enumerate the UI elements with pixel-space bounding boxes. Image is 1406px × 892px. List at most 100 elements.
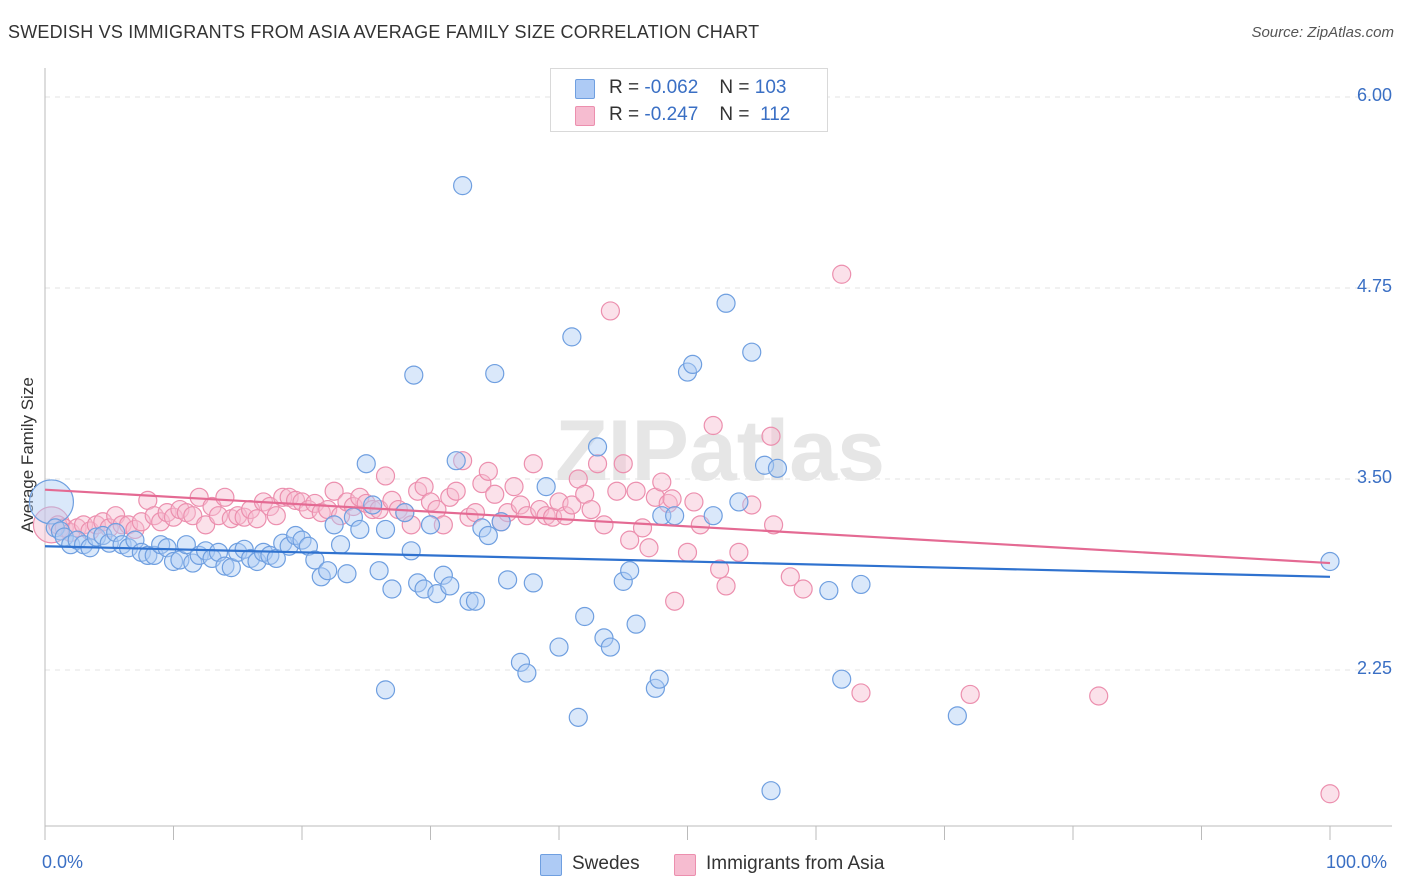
correlation-legend: R = -0.062 N = 103 R = -0.247 N = 112 bbox=[550, 68, 828, 132]
swedes-point-80 bbox=[568, 707, 588, 727]
swedes-point-55 bbox=[382, 579, 402, 599]
swedes-point-70 bbox=[478, 525, 498, 546]
immigrants-point-64 bbox=[453, 451, 473, 471]
legend-r-value: -0.247 bbox=[644, 104, 699, 125]
swedes-point-93 bbox=[683, 354, 703, 374]
immigrants-point-56 bbox=[401, 515, 421, 535]
swedes-point-91 bbox=[665, 506, 685, 526]
swedes-point-56 bbox=[395, 503, 415, 523]
immigrants-point-77 bbox=[536, 506, 556, 526]
swedes-point-102 bbox=[832, 669, 852, 689]
swedes-point-57 bbox=[401, 541, 421, 561]
swedes-point-100 bbox=[767, 458, 788, 478]
swedes-point-97 bbox=[742, 342, 762, 362]
legend-r-label: R = bbox=[609, 104, 640, 125]
series-swedes-points bbox=[28, 176, 1340, 801]
swedes-point-72 bbox=[491, 512, 511, 532]
swedes-point-51 bbox=[363, 495, 383, 515]
bottom-legend-swatch-immigrants bbox=[674, 854, 696, 876]
x-tick-label-max: 100.0% bbox=[1326, 852, 1388, 872]
immigrants-point-44 bbox=[324, 481, 344, 501]
immigrants-point-91 bbox=[626, 481, 646, 501]
immigrants-point-19 bbox=[163, 507, 184, 527]
swedes-point-74 bbox=[510, 652, 531, 672]
swedes-point-64 bbox=[440, 576, 460, 596]
legend-n-label: N = bbox=[719, 104, 750, 125]
immigrants-point-13 bbox=[125, 519, 145, 540]
y-tick-label-0: 2.25 bbox=[1356, 658, 1392, 678]
immigrants-point-108 bbox=[763, 515, 784, 535]
immigrants-point-86 bbox=[594, 515, 614, 535]
swedes-point-28 bbox=[215, 556, 235, 576]
swedes-point-61 bbox=[420, 515, 441, 535]
immigrants-point-93 bbox=[639, 538, 659, 558]
swedes-point-44 bbox=[318, 561, 338, 581]
legend-n-value: 103 bbox=[754, 77, 787, 98]
immigrants-point-88 bbox=[607, 481, 627, 501]
swedes-point-16 bbox=[138, 545, 158, 566]
swedes-point-68 bbox=[465, 591, 486, 611]
swedes-point-84 bbox=[600, 637, 621, 657]
swedes-point-94 bbox=[703, 506, 723, 526]
immigrants-point-102 bbox=[703, 415, 723, 436]
immigrants-point-85 bbox=[587, 454, 608, 474]
immigrants-point-75 bbox=[523, 454, 543, 474]
legend-n-value: 112 bbox=[760, 104, 791, 125]
series-immigrants-points bbox=[32, 264, 1340, 804]
immigrants-point-111 bbox=[832, 264, 852, 284]
swedes-point-46 bbox=[330, 535, 351, 555]
immigrants-point-32 bbox=[247, 509, 267, 529]
swedes-point-73 bbox=[498, 570, 518, 590]
swedes-point-49 bbox=[350, 519, 370, 540]
swedes-point-78 bbox=[549, 637, 569, 657]
legend-swatch-immigrants bbox=[575, 106, 595, 126]
swedes-point-45 bbox=[324, 515, 344, 535]
x-tick-label-min: 0.0% bbox=[42, 852, 84, 872]
swedes-point-101 bbox=[819, 580, 839, 601]
immigrants-point-107 bbox=[761, 426, 781, 446]
swedes-point-85 bbox=[613, 571, 633, 591]
immigrants-point-68 bbox=[478, 461, 498, 481]
swedes-point-65 bbox=[446, 451, 466, 471]
swedes-point-96 bbox=[729, 492, 749, 512]
swedes-point-0 bbox=[28, 479, 75, 525]
swedes-point-105 bbox=[1320, 551, 1340, 572]
immigrants-point-11 bbox=[112, 515, 132, 535]
immigrants-point-109 bbox=[780, 567, 800, 587]
swedes-point-11 bbox=[106, 522, 126, 543]
immigrants-point-98 bbox=[665, 591, 685, 611]
immigrants-point-84 bbox=[581, 499, 601, 520]
swedes-point-87 bbox=[626, 614, 646, 634]
immigrants-point-69 bbox=[485, 484, 505, 504]
immigrants-point-35 bbox=[266, 506, 286, 526]
swedes-point-63 bbox=[433, 565, 453, 585]
swedes-point-60 bbox=[414, 579, 434, 599]
immigrants-point-104 bbox=[716, 576, 736, 596]
source-label: Source: ZipAtlas.com bbox=[1251, 24, 1394, 41]
immigrants-point-112 bbox=[851, 683, 871, 703]
chart-title: SWEDISH VS IMMIGRANTS FROM ASIA AVERAGE … bbox=[8, 22, 760, 42]
bottom-legend-swatch-swedes bbox=[540, 854, 562, 876]
swedes-point-103 bbox=[851, 574, 871, 595]
immigrants-point-110 bbox=[793, 579, 813, 599]
swedes-point-53 bbox=[375, 519, 396, 540]
legend-r-value: -0.062 bbox=[644, 77, 699, 98]
swedes-point-52 bbox=[369, 561, 389, 581]
swedes-point-75 bbox=[517, 663, 537, 683]
y-tick-label-2: 4.75 bbox=[1356, 276, 1392, 296]
grid-lines bbox=[45, 96, 1392, 671]
bottom-legend-label-swedes: Swedes bbox=[572, 853, 640, 874]
immigrants-point-105 bbox=[729, 542, 749, 562]
swedes-point-79 bbox=[562, 327, 582, 347]
swedes-point-50 bbox=[356, 454, 376, 474]
immigrants-point-27 bbox=[215, 487, 235, 507]
trend-line-swedes bbox=[44, 545, 1331, 578]
swedes-point-58 bbox=[404, 365, 424, 385]
swedes-point-42 bbox=[305, 550, 325, 570]
swedes-point-82 bbox=[587, 437, 608, 457]
immigrants-point-72 bbox=[504, 477, 524, 497]
swedes-point-69 bbox=[472, 518, 492, 538]
immigrants-point-81 bbox=[562, 495, 582, 515]
swedes-point-86 bbox=[620, 561, 640, 581]
